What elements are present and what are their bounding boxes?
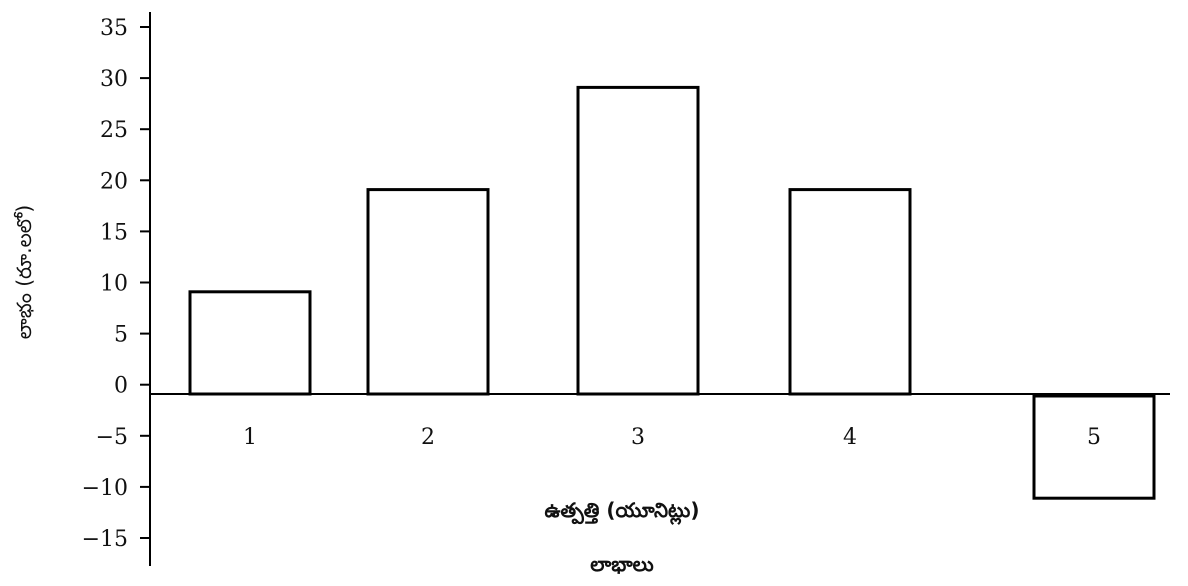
x-category-label: 2 (421, 425, 435, 450)
y-tick-label: −10 (82, 476, 128, 501)
x-category-label: 4 (843, 425, 857, 450)
y-tick-label: 10 (100, 272, 128, 297)
y-tick-label: 25 (100, 118, 128, 143)
y-tick-label: 35 (100, 16, 128, 41)
x-category-label: 3 (631, 425, 645, 450)
y-tick-label: 5 (114, 323, 128, 348)
y-tick-label: 15 (100, 220, 128, 245)
y-tick-label: −5 (96, 425, 128, 450)
y-tick-label: −15 (82, 527, 128, 552)
bar-3 (576, 85, 700, 396)
y-tick-label: 20 (100, 169, 128, 194)
bar-2 (366, 188, 490, 396)
bar-4 (788, 188, 912, 396)
bar-5 (1032, 394, 1156, 500)
y-ticks: 35 30 25 20 15 10 5 0 −5 −10 −15 (82, 16, 150, 552)
chart-title: లాభాలు (590, 552, 654, 576)
y-axis-title: లాభం (రూ.లలో) (12, 205, 36, 339)
y-tick-label: 0 (114, 374, 128, 399)
y-tick-label: 30 (100, 67, 128, 92)
x-category-label: 1 (243, 425, 257, 450)
bar-1 (188, 290, 312, 396)
bars (188, 85, 1156, 500)
category-labels: 1 2 3 4 5 (243, 425, 1101, 450)
x-category-label: 5 (1087, 425, 1101, 450)
x-axis-title: ఉత్పత్తి (యూనిట్లు) (545, 498, 700, 525)
